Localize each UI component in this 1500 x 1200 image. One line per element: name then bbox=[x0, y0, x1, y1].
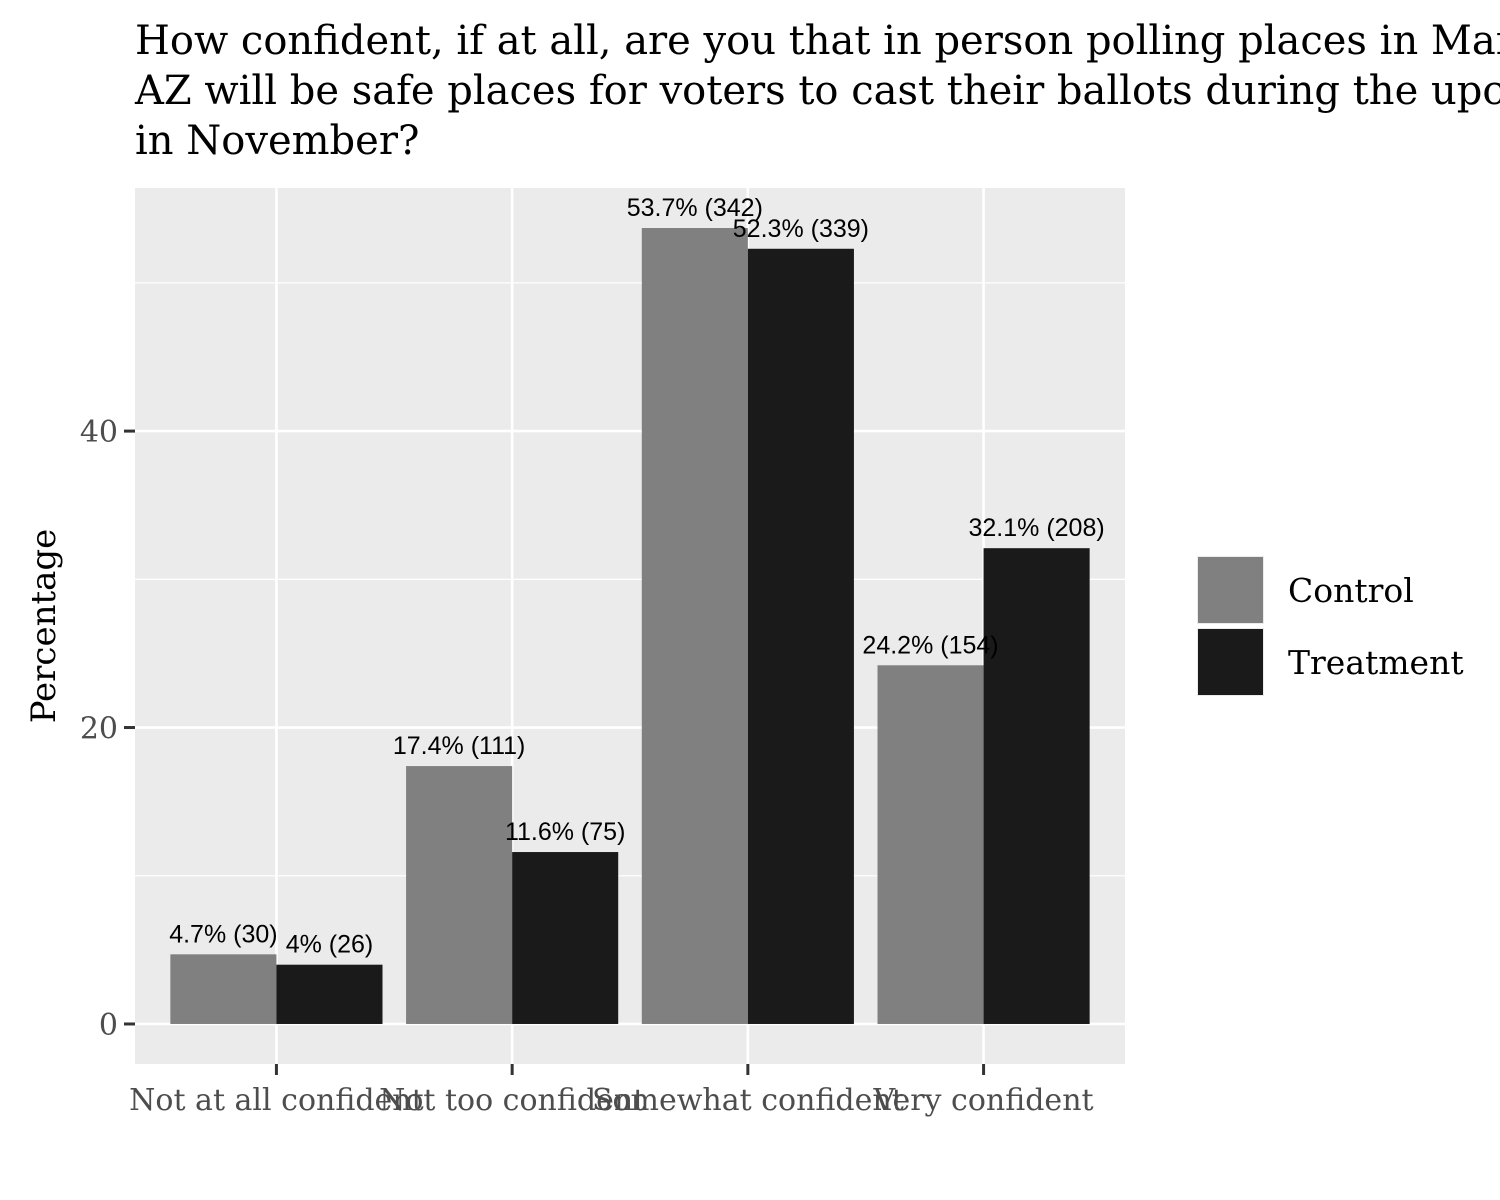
bar-control-2 bbox=[641, 228, 748, 1024]
y-axis-title: Percentage bbox=[24, 529, 64, 724]
data-label-treatment-3: 32.1% (208) bbox=[969, 514, 1105, 542]
legend-label-treatment: Treatment bbox=[1288, 643, 1464, 682]
data-label-treatment-0: 4% (26) bbox=[286, 931, 374, 959]
chart-title-line-2: AZ will be safe places for voters to cas… bbox=[134, 68, 1500, 114]
data-label-treatment-2: 52.3% (339) bbox=[733, 215, 869, 243]
y-tick-label: 40 bbox=[80, 415, 118, 450]
bar-treatment-1 bbox=[512, 852, 619, 1024]
chart-title-line-1: How confident, if at all, are you that i… bbox=[135, 18, 1500, 64]
data-label-control-1: 17.4% (111) bbox=[393, 732, 525, 760]
bar-treatment-2 bbox=[747, 248, 854, 1024]
bar-control-0 bbox=[170, 954, 277, 1024]
x-tick-label: Not too confident bbox=[379, 1083, 645, 1118]
bar-control-3 bbox=[877, 665, 984, 1024]
data-label-treatment-1: 11.6% (75) bbox=[505, 818, 625, 846]
data-label-control-3: 24.2% (154) bbox=[862, 631, 998, 659]
chart-title-line-3: in November? bbox=[135, 118, 419, 164]
x-tick-label: Somewhat confident bbox=[592, 1083, 904, 1118]
y-tick-label: 0 bbox=[99, 1008, 118, 1043]
bar-treatment-0 bbox=[276, 964, 383, 1024]
y-tick-label: 20 bbox=[80, 712, 118, 747]
data-label-control-2: 53.7% (342) bbox=[627, 194, 763, 222]
legend-swatch-control bbox=[1198, 557, 1263, 623]
bar-control-1 bbox=[406, 766, 513, 1024]
bars bbox=[170, 228, 1090, 1024]
x-tick-label: Very confident bbox=[873, 1083, 1094, 1118]
legend-label-control: Control bbox=[1288, 571, 1414, 610]
legend-swatch-treatment bbox=[1198, 629, 1263, 695]
data-labels: 4.7% (30) 17.4% (111) 53.7% (342) 24.2% (15… bbox=[169, 194, 1105, 959]
x-tick-label: Not at all confident bbox=[129, 1083, 424, 1118]
bar-treatment-3 bbox=[983, 548, 1090, 1024]
data-label-control-0: 4.7% (30) bbox=[169, 920, 277, 948]
legend: Control Treatment bbox=[1197, 556, 1464, 696]
